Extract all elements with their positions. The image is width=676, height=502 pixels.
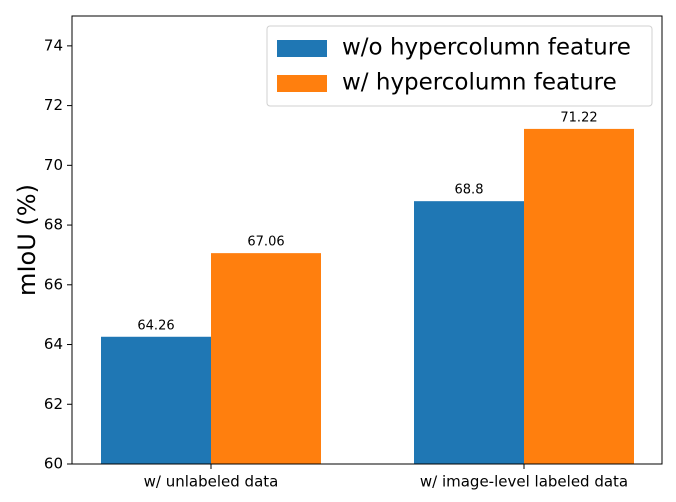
y-tick-label: 70 [44,156,63,174]
value-label: 67.06 [247,235,284,250]
y-tick-label: 68 [44,216,63,234]
bar [524,128,634,464]
x-tick-label: w/ unlabeled data [144,473,279,491]
y-tick-label: 72 [44,96,63,114]
value-label: 68.8 [455,183,484,198]
legend-label: w/o hypercolumn feature [342,35,631,61]
bar [211,253,321,464]
y-tick-label: 66 [44,275,63,293]
y-tick-label: 64 [44,335,63,353]
y-tick-label: 74 [44,36,63,54]
legend-swatch [277,40,327,57]
legend-box [266,25,653,107]
legend-swatch [277,75,327,92]
value-label: 64.26 [137,318,174,333]
x-tick-label: w/ image-level labeled data [420,473,628,491]
plot-frame [71,15,663,465]
bar [101,336,211,464]
bar [414,201,524,464]
y-tick-label: 60 [44,455,63,473]
y-tick-label: 62 [44,395,63,413]
y-axis-label: mIoU (%) [13,184,41,296]
value-label: 71.22 [560,110,597,125]
legend-label: w/ hypercolumn feature [342,70,617,96]
